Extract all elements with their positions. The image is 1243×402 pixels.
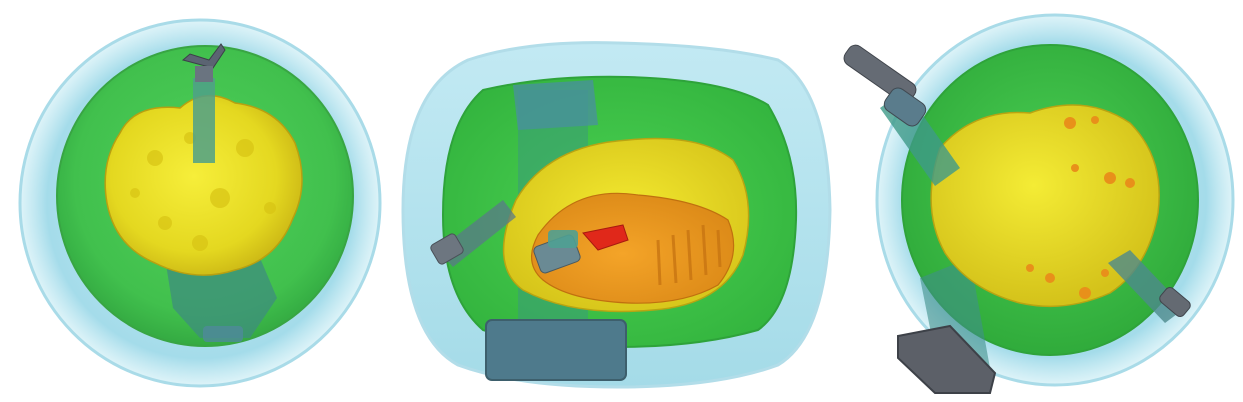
orange-volume [531, 192, 735, 304]
robot-gripper [1159, 287, 1191, 317]
robot-base [485, 319, 627, 381]
robot-mount [203, 326, 243, 342]
robot-base [165, 258, 277, 338]
robot-gripper-left [430, 233, 464, 265]
robot-arm-upper [843, 44, 927, 127]
workspace-view-side [398, 35, 833, 393]
red-core [582, 224, 629, 251]
workspace-view-oblique [840, 8, 1235, 396]
workspace-view-top [15, 8, 385, 393]
orange-spots [1026, 116, 1135, 299]
robot-base [897, 324, 997, 394]
robot-wrist [195, 66, 213, 82]
yellow-volume [930, 104, 1160, 308]
robot-upper [513, 80, 598, 130]
robot-arm-segment [193, 78, 215, 163]
robot-wrist [548, 230, 578, 248]
orange-ridges [656, 224, 722, 286]
